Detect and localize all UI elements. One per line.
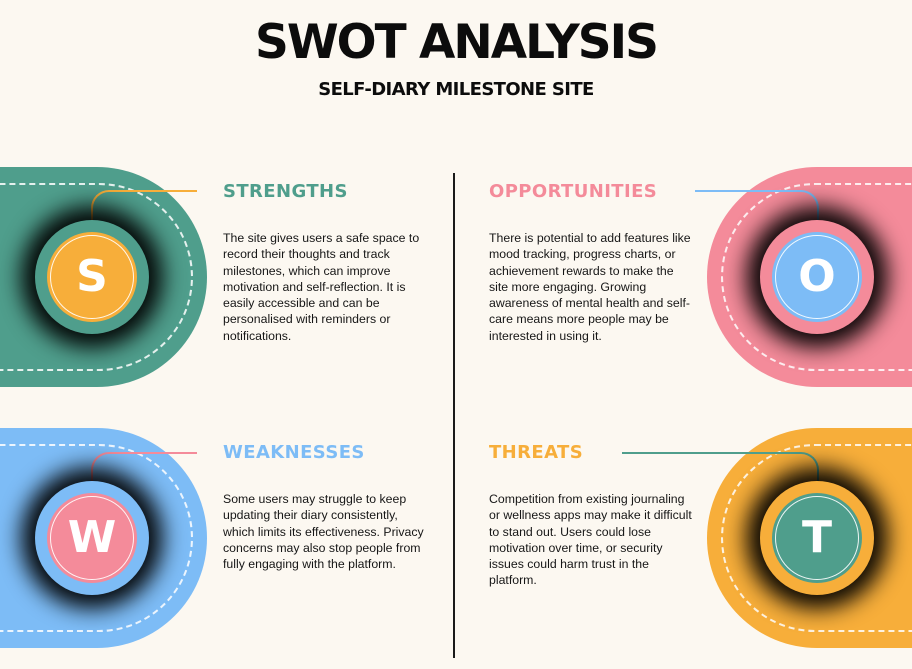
opportunities-badge: O xyxy=(760,220,874,334)
threats-letter: T xyxy=(801,512,832,563)
opportunities-connector xyxy=(695,190,819,236)
threats-connector xyxy=(622,452,819,498)
weaknesses-heading: WEAKNESSES xyxy=(223,442,365,463)
strengths-description: The site gives users a safe space to rec… xyxy=(223,231,420,343)
threats-heading: THREATS xyxy=(489,442,584,463)
weaknesses-connector xyxy=(91,452,197,498)
opportunities-dashed-outline xyxy=(721,183,912,371)
strengths-badge: S xyxy=(35,220,149,334)
threats-dashed-outline xyxy=(721,444,912,632)
opportunities-letter: O xyxy=(798,251,836,302)
opportunities-description: There is potential to add features like … xyxy=(489,231,691,343)
strengths-letter: S xyxy=(76,251,108,302)
threats-badge: T xyxy=(760,481,874,595)
weaknesses-letter: W xyxy=(67,512,117,563)
strengths-heading: STRENGTHS xyxy=(223,181,348,202)
strengths-dashed-outline xyxy=(0,183,193,371)
opportunities-heading: OPPORTUNITIES xyxy=(489,181,658,202)
center-divider xyxy=(453,173,455,658)
weaknesses-description: Some users may struggle to keep updating… xyxy=(223,492,424,572)
weaknesses-badge: W xyxy=(35,481,149,595)
page-subtitle: SELF-DIARY MILESTONE SITE xyxy=(318,79,594,100)
weaknesses-dashed-outline xyxy=(0,444,193,632)
strengths-connector xyxy=(91,190,197,236)
page-title: SWOT ANALYSIS xyxy=(254,15,659,70)
threats-description: Competition from existing journaling or … xyxy=(489,492,692,588)
